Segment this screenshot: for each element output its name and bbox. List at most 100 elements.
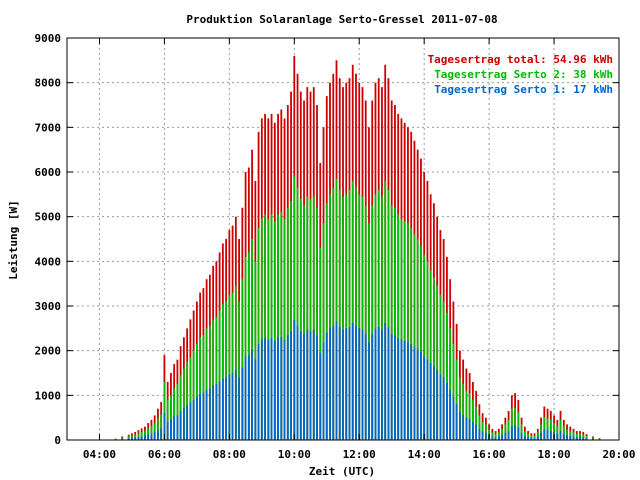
bar-serto-2 — [348, 189, 351, 440]
bar-serto-1 — [394, 335, 396, 440]
bar-serto-2 — [186, 361, 189, 440]
x-tick-label: 06:00 — [148, 448, 181, 461]
bar-serto-1 — [475, 424, 478, 440]
y-tick-label: 3000 — [35, 300, 62, 313]
bar-serto-1 — [332, 325, 335, 440]
bar-serto-2 — [202, 335, 205, 440]
bar-serto-1 — [335, 321, 338, 440]
bar-serto-2 — [494, 433, 497, 440]
y-tick-label: 0 — [54, 434, 61, 447]
bar-serto-2 — [426, 261, 429, 440]
bar-serto-2 — [244, 256, 247, 440]
bar-serto-2 — [527, 433, 529, 440]
bar-series-layer — [114, 55, 601, 441]
bar-serto-1 — [280, 336, 283, 440]
y-tick-label: 9000 — [35, 32, 62, 45]
bar-serto-2 — [153, 423, 156, 440]
bar-serto-1 — [449, 389, 452, 440]
bar-serto-2 — [533, 435, 536, 440]
bar-serto-1 — [238, 377, 240, 440]
bar-serto-2 — [510, 408, 513, 440]
bar-serto-2 — [520, 424, 523, 440]
bar-serto-1 — [497, 436, 500, 440]
bar-serto-2 — [241, 279, 244, 440]
bar-serto-2 — [293, 176, 296, 440]
bar-serto-1 — [364, 334, 367, 440]
x-tick-label: 20:00 — [602, 448, 635, 461]
bar-serto-1 — [494, 437, 497, 440]
bar-serto-1 — [342, 329, 344, 440]
bar-serto-2 — [231, 292, 234, 440]
bar-serto-2 — [468, 393, 471, 440]
bar-serto-1 — [303, 334, 305, 440]
bar-serto-1 — [465, 417, 468, 440]
bar-serto-2 — [134, 434, 137, 440]
bar-serto-2 — [540, 424, 542, 440]
bar-serto-1 — [403, 340, 406, 440]
bar-serto-2 — [572, 432, 575, 440]
bar-serto-2 — [267, 218, 270, 440]
bar-serto-2 — [569, 431, 572, 440]
bar-serto-1 — [478, 428, 481, 440]
bar-serto-2 — [312, 196, 315, 440]
bar-serto-1 — [189, 402, 192, 440]
bar-serto-2 — [144, 430, 146, 440]
bar-serto-2 — [598, 438, 601, 440]
bar-serto-1 — [481, 431, 484, 440]
bar-serto-2 — [410, 227, 413, 440]
bar-serto-2 — [228, 294, 231, 440]
bar-serto-1 — [355, 325, 357, 440]
bar-serto-2 — [381, 196, 383, 440]
bar-serto-1 — [527, 437, 529, 440]
bar-serto-1 — [400, 339, 403, 440]
bar-serto-2 — [345, 194, 348, 440]
bar-serto-2 — [192, 350, 195, 440]
bar-serto-2 — [390, 205, 393, 440]
bar-serto-1 — [407, 342, 409, 440]
bar-serto-1 — [251, 349, 253, 440]
bar-serto-1 — [264, 338, 266, 440]
bar-serto-1 — [562, 433, 565, 440]
bar-serto-1 — [166, 422, 169, 440]
bar-serto-1 — [231, 373, 234, 440]
series-3-group — [114, 319, 601, 440]
bar-serto-1 — [546, 430, 549, 440]
bar-serto-1 — [322, 342, 325, 440]
bar-serto-1 — [293, 319, 296, 440]
bar-serto-2 — [270, 214, 273, 440]
bar-serto-2 — [566, 429, 568, 440]
bar-serto-2 — [335, 178, 338, 440]
bar-serto-2 — [374, 194, 377, 440]
bar-serto-2 — [442, 301, 445, 440]
bar-serto-1 — [338, 326, 341, 440]
bar-serto-2 — [358, 194, 361, 440]
bar-serto-1 — [556, 433, 559, 440]
bar-serto-1 — [540, 432, 542, 440]
bar-serto-1 — [212, 385, 215, 440]
bar-serto-1 — [257, 343, 260, 440]
bar-serto-2 — [316, 207, 318, 440]
bar-serto-2 — [397, 214, 400, 440]
bar-serto-1 — [270, 338, 273, 440]
bar-serto-1 — [381, 329, 383, 440]
bar-serto-1 — [127, 438, 130, 440]
bar-serto-1 — [579, 437, 581, 440]
bar-serto-1 — [182, 407, 185, 440]
bar-serto-2 — [549, 419, 552, 440]
y-tick-label: 6000 — [35, 166, 62, 179]
bar-serto-2 — [449, 328, 452, 440]
x-tick-label: 18:00 — [537, 448, 570, 461]
bar-serto-2 — [407, 223, 409, 440]
bar-serto-1 — [170, 419, 172, 440]
x-tick-label: 10:00 — [278, 448, 311, 461]
bar-serto-2 — [251, 239, 253, 440]
bar-serto-1 — [192, 399, 195, 440]
bar-serto-2 — [592, 437, 594, 440]
bar-serto-1 — [319, 353, 322, 440]
bar-serto-2 — [504, 424, 507, 440]
bar-serto-1 — [283, 339, 286, 440]
bar-serto-1 — [157, 430, 159, 440]
bar-serto-2 — [364, 205, 367, 440]
bar-serto-2 — [286, 207, 289, 440]
bar-serto-1 — [306, 329, 309, 440]
